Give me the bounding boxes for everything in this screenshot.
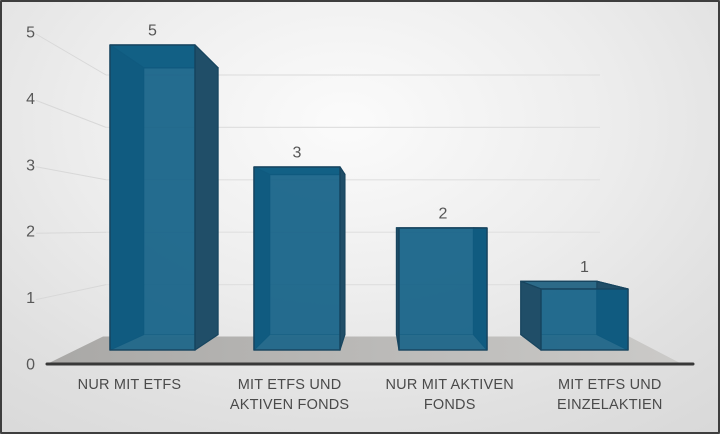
data-label-nur-mit-aktiven-fonds: 2 <box>439 205 448 222</box>
bar-front-face[interactable] <box>109 44 196 351</box>
data-label-nur-mit-etfs: 5 <box>148 23 157 40</box>
category-label-nur-mit-etfs-line1: NUR MIT ETFS <box>78 377 182 393</box>
y-tick-label-0: 0 <box>26 357 35 374</box>
category-label-mit-etfs-und-einzelaktien-line2: EINZELAKTIEN <box>557 397 663 413</box>
bar-right-face <box>194 44 219 351</box>
data-label-mit-etfs-und-aktiven-fonds: 3 <box>293 145 302 162</box>
bar-nur-mit-aktiven-fonds <box>395 227 488 351</box>
category-label-nur-mit-aktiven-fonds-line1: NUR MIT AKTIVEN <box>385 377 513 393</box>
side-wall-gridline-2 <box>35 231 107 234</box>
y-tick-label-4: 4 <box>26 91 35 108</box>
category-label-mit-etfs-und-aktiven-fonds-line1: MIT ETFS UND <box>238 377 342 393</box>
y-tick-label-1: 1 <box>26 290 35 307</box>
side-wall-gridline-1 <box>35 284 107 301</box>
bar-nur-mit-etfs <box>109 44 219 351</box>
y-tick-label-5: 5 <box>26 25 35 42</box>
bar-front-face[interactable] <box>253 166 341 351</box>
category-label-mit-etfs-und-einzelaktien-line1: MIT ETFS UND <box>558 377 662 393</box>
chart-floor <box>49 336 680 363</box>
data-label-mit-etfs-und-einzelaktien: 1 <box>580 259 589 276</box>
bar-mit-etfs-und-aktiven-fonds <box>253 166 346 351</box>
side-wall-gridline-4 <box>35 99 107 128</box>
bar-front-face[interactable] <box>398 227 488 351</box>
category-label-mit-etfs-und-aktiven-fonds-line2: AKTIVEN FONDS <box>230 397 349 413</box>
y-tick-label-3: 3 <box>26 157 35 174</box>
side-wall-gridline-5 <box>35 33 107 76</box>
bar-mit-etfs-und-einzelaktien <box>520 280 629 351</box>
y-tick-label-2: 2 <box>26 224 35 241</box>
bar-front-face[interactable] <box>540 288 629 351</box>
side-wall-gridline-3 <box>35 166 107 181</box>
category-label-nur-mit-aktiven-fonds-line2: FONDS <box>424 397 476 413</box>
